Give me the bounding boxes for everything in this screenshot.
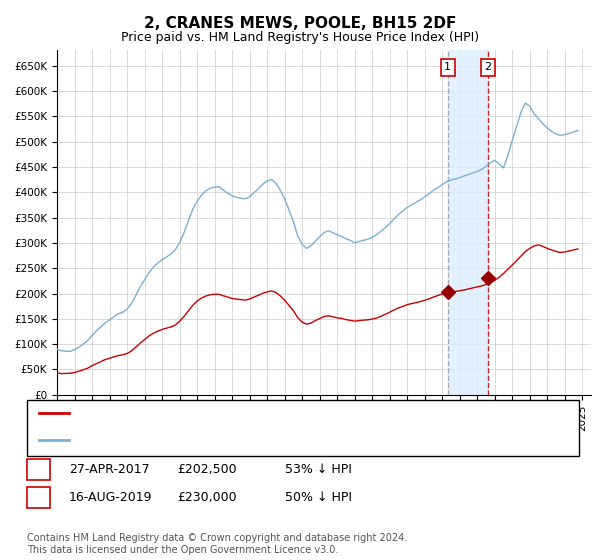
Text: £202,500: £202,500 xyxy=(177,463,236,476)
Text: Contains HM Land Registry data © Crown copyright and database right 2024.
This d: Contains HM Land Registry data © Crown c… xyxy=(27,533,407,555)
Text: Price paid vs. HM Land Registry's House Price Index (HPI): Price paid vs. HM Land Registry's House … xyxy=(121,31,479,44)
Text: 2: 2 xyxy=(34,491,43,504)
Text: 16-AUG-2019: 16-AUG-2019 xyxy=(69,491,152,504)
Bar xyxy=(448,50,488,395)
Text: 2, CRANES MEWS, POOLE, BH15 2DF (detached house): 2, CRANES MEWS, POOLE, BH15 2DF (detache… xyxy=(75,407,398,420)
Text: 53% ↓ HPI: 53% ↓ HPI xyxy=(285,463,352,476)
Text: 1: 1 xyxy=(34,463,43,476)
Text: £230,000: £230,000 xyxy=(177,491,236,504)
Text: HPI: Average price, detached house, Bournemouth Christchurch and Poole: HPI: Average price, detached house, Bour… xyxy=(75,433,514,446)
Text: 2: 2 xyxy=(484,63,491,72)
Text: 1: 1 xyxy=(444,63,451,72)
Text: 27-APR-2017: 27-APR-2017 xyxy=(69,463,149,476)
Text: 50% ↓ HPI: 50% ↓ HPI xyxy=(285,491,352,504)
Text: 2, CRANES MEWS, POOLE, BH15 2DF: 2, CRANES MEWS, POOLE, BH15 2DF xyxy=(144,16,456,31)
